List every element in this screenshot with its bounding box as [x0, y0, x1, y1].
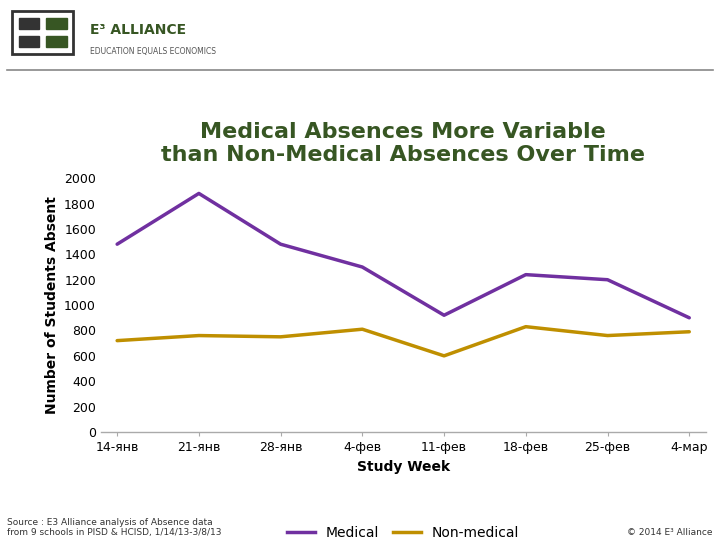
Legend: Medical, Non-medical: Medical, Non-medical: [282, 520, 525, 540]
Text: E³ ALLIANCE: E³ ALLIANCE: [90, 23, 186, 37]
Y-axis label: Number of Students Absent: Number of Students Absent: [45, 196, 58, 414]
Bar: [19, 18, 40, 29]
Text: Medical Absences More Variable
than Non-Medical Absences Over Time: Medical Absences More Variable than Non-…: [161, 122, 645, 165]
Text: EDUCATION EQUALS ECONOMICS: EDUCATION EQUALS ECONOMICS: [90, 47, 216, 56]
Text: © 2014 E³ Alliance: © 2014 E³ Alliance: [627, 528, 713, 537]
Bar: [46, 18, 67, 29]
Text: Source : E3 Alliance analysis of Absence data
from 9 schools in PISD & HCISD, 1/: Source : E3 Alliance analysis of Absence…: [7, 518, 222, 537]
Bar: [46, 36, 67, 47]
Bar: [19, 36, 40, 47]
X-axis label: Study Week: Study Week: [356, 460, 450, 474]
